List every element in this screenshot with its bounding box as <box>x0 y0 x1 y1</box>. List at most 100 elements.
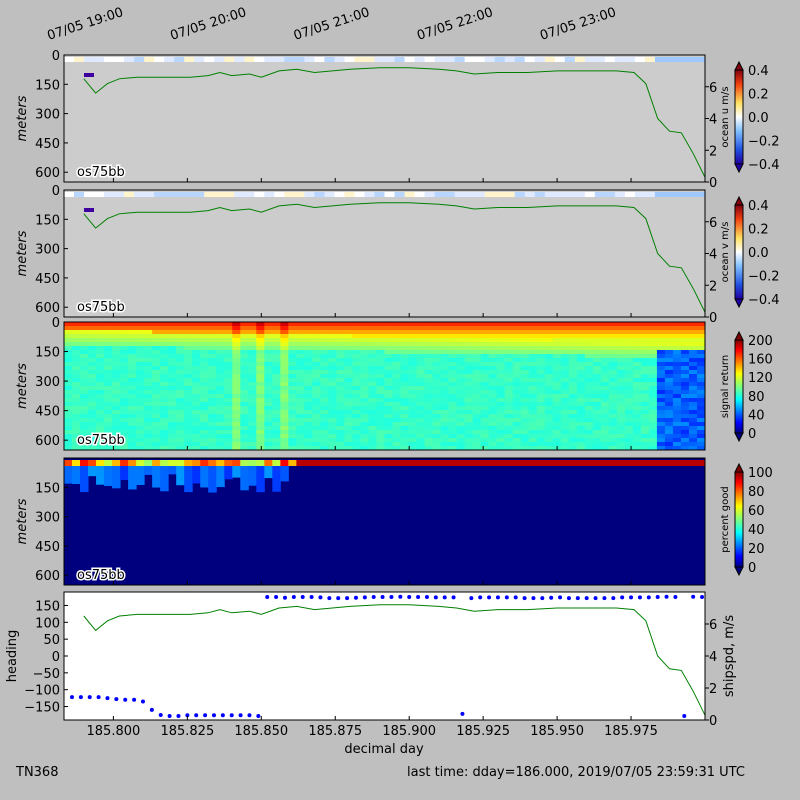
signal-cell <box>232 386 241 391</box>
signal-cell <box>520 406 530 411</box>
near-surface-cell <box>344 57 355 62</box>
signal-cell <box>88 334 97 339</box>
signal-cell <box>624 398 634 403</box>
signal-cell <box>384 346 394 351</box>
signal-cell <box>200 346 209 351</box>
signal-cell <box>232 374 241 379</box>
heading-point <box>274 595 279 600</box>
signal-cell <box>384 354 394 359</box>
near-surface-cell <box>254 57 265 62</box>
signal-cell <box>624 350 634 355</box>
signal-cell <box>96 346 105 351</box>
signal-cell <box>320 406 329 411</box>
signal-cell <box>464 330 474 335</box>
signal-cell <box>656 402 666 407</box>
signal-cell <box>64 414 73 419</box>
signal-cell <box>416 390 426 395</box>
signal-cell <box>208 422 217 427</box>
signal-cell <box>552 334 562 339</box>
signal-cell <box>408 338 418 343</box>
signal-cell <box>216 350 225 355</box>
signal-cell <box>120 418 129 423</box>
x-tick-label: 185.925 <box>456 724 510 739</box>
signal-cell <box>232 414 241 419</box>
signal-cell <box>600 430 610 435</box>
signal-cell <box>584 374 594 379</box>
signal-cell <box>632 386 642 391</box>
signal-cell <box>576 434 586 439</box>
signal-cell <box>336 418 345 423</box>
signal-cell <box>392 370 402 375</box>
signal-cell <box>608 434 618 439</box>
signal-cell <box>520 350 530 355</box>
signal-cell <box>144 426 153 431</box>
signal-cell <box>584 342 594 347</box>
signal-cell <box>352 410 361 415</box>
signal-cell <box>648 394 658 399</box>
signal-cell <box>296 414 305 419</box>
signal-cell <box>472 394 482 399</box>
signal-cell <box>440 402 450 407</box>
signal-cell <box>264 414 273 419</box>
signal-cell <box>400 414 410 419</box>
signal-cell <box>456 322 466 327</box>
signal-cell <box>584 422 594 427</box>
near-surface-cell <box>234 192 245 197</box>
pgood-cell <box>176 460 185 466</box>
signal-cell <box>576 394 586 399</box>
pgood-cell <box>64 460 73 466</box>
signal-cell <box>544 430 554 435</box>
signal-cell <box>504 374 514 379</box>
signal-cell <box>256 434 265 439</box>
signal-cell <box>184 418 193 423</box>
signal-cell <box>264 430 273 435</box>
signal-cell <box>616 358 626 363</box>
signal-cell <box>112 346 121 351</box>
near-surface-cell <box>344 192 355 197</box>
signal-cell <box>608 366 618 371</box>
signal-cell <box>120 430 129 435</box>
near-surface-cell <box>414 57 426 62</box>
signal-cell <box>456 342 466 347</box>
signal-cell <box>592 446 602 450</box>
signal-cell <box>296 402 305 407</box>
signal-cell <box>416 346 426 351</box>
signal-cell <box>448 446 458 450</box>
signal-cell <box>528 426 538 431</box>
signal-cell <box>696 398 705 403</box>
signal-cell <box>168 326 177 331</box>
signal-cell <box>656 442 666 447</box>
near-surface-cell <box>314 57 325 62</box>
signal-cell <box>520 378 530 383</box>
signal-cell <box>312 322 321 327</box>
signal-cell <box>472 434 482 439</box>
signal-cell <box>568 418 578 423</box>
signal-cell <box>384 406 394 411</box>
signal-cell <box>656 354 666 359</box>
signal-cell <box>264 382 273 387</box>
heading-point <box>327 596 332 601</box>
near-surface-cell <box>304 192 315 197</box>
signal-cell <box>184 366 193 371</box>
near-surface-cell <box>134 192 145 197</box>
signal-cell <box>336 434 345 439</box>
heading-point <box>238 713 243 718</box>
near-surface-cell <box>454 57 466 62</box>
signal-cell <box>352 446 361 450</box>
signal-cell <box>688 394 698 399</box>
signal-cell <box>312 366 321 371</box>
depth-axis-label: meters <box>15 363 30 409</box>
signal-cell <box>504 418 514 423</box>
signal-cell <box>416 378 426 383</box>
signal-cell <box>272 426 281 431</box>
signal-cell <box>216 322 225 327</box>
signal-cell <box>280 442 289 447</box>
signal-cell <box>464 446 474 450</box>
signal-cell <box>424 374 434 379</box>
signal-cell <box>568 430 578 435</box>
signal-cell <box>112 354 121 359</box>
pgood-cell <box>280 466 289 482</box>
signal-cell <box>64 438 73 443</box>
depth-tick-label: 600 <box>35 569 60 584</box>
signal-cell <box>216 434 225 439</box>
